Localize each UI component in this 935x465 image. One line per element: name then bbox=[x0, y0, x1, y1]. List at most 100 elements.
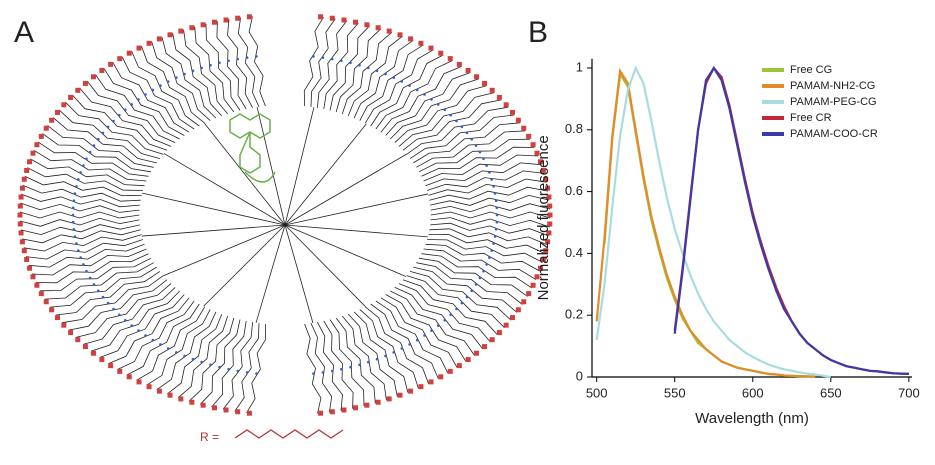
end-group bbox=[24, 257, 30, 263]
branch bbox=[20, 202, 140, 213]
end-group bbox=[99, 67, 105, 73]
end-group bbox=[526, 291, 532, 297]
end-group bbox=[90, 350, 96, 356]
branch bbox=[430, 203, 551, 213]
branch bbox=[430, 194, 550, 206]
branch bbox=[52, 117, 157, 164]
branch bbox=[55, 271, 161, 316]
branch bbox=[375, 60, 453, 130]
branch bbox=[117, 300, 195, 370]
nitrogen bbox=[71, 213, 75, 217]
core-bond bbox=[284, 224, 314, 324]
end-group bbox=[117, 368, 123, 374]
branch bbox=[177, 315, 229, 399]
end-group bbox=[146, 40, 152, 46]
nitrogen bbox=[330, 369, 334, 373]
nitrogen bbox=[106, 301, 110, 305]
end-group bbox=[318, 14, 324, 20]
nitrogen bbox=[493, 192, 497, 195]
nitrogen bbox=[144, 334, 147, 337]
branch bbox=[21, 229, 141, 244]
nitrogen bbox=[408, 84, 411, 87]
end-group bbox=[489, 87, 495, 93]
core-bond bbox=[256, 106, 286, 226]
branch bbox=[398, 92, 495, 147]
end-group bbox=[428, 379, 434, 385]
panel-label: A bbox=[14, 16, 34, 49]
nitrogen bbox=[82, 263, 85, 266]
branch bbox=[156, 311, 217, 391]
nitrogen bbox=[71, 220, 75, 224]
nitrogen bbox=[443, 108, 447, 111]
end-group bbox=[21, 176, 27, 182]
branch bbox=[33, 149, 147, 182]
end-group bbox=[465, 67, 471, 73]
branch bbox=[37, 141, 149, 177]
branch bbox=[421, 253, 533, 289]
nitrogen bbox=[384, 354, 387, 358]
branch bbox=[418, 257, 528, 297]
end-group bbox=[447, 56, 453, 62]
nitrogen bbox=[166, 80, 170, 83]
nitrogen bbox=[151, 88, 155, 92]
nitrogen bbox=[312, 372, 315, 375]
end-group bbox=[68, 330, 74, 336]
branch bbox=[79, 87, 172, 147]
end-group bbox=[55, 315, 61, 321]
dye-structure bbox=[229, 113, 276, 183]
end-group bbox=[82, 344, 88, 350]
branch bbox=[341, 315, 387, 401]
end-group bbox=[341, 17, 347, 23]
branch bbox=[413, 266, 518, 313]
nitrogen bbox=[159, 343, 162, 346]
nitrogen bbox=[495, 220, 499, 224]
y-tick-label: 0.2 bbox=[565, 307, 583, 322]
core-bond bbox=[284, 123, 367, 226]
end-group bbox=[30, 150, 36, 156]
nitrogen bbox=[460, 301, 464, 305]
branch bbox=[365, 306, 429, 384]
end-group bbox=[24, 167, 30, 173]
branch bbox=[28, 243, 145, 268]
nitrogen bbox=[478, 276, 482, 280]
end-group bbox=[167, 392, 173, 398]
nitrogen bbox=[340, 367, 343, 371]
nitrogen bbox=[465, 131, 469, 135]
nitrogen bbox=[400, 80, 404, 83]
end-group bbox=[352, 405, 358, 411]
end-group bbox=[34, 282, 40, 288]
end-group bbox=[75, 87, 81, 93]
branch bbox=[121, 56, 195, 130]
end-group bbox=[235, 15, 241, 21]
branch bbox=[390, 78, 479, 140]
end-group bbox=[438, 374, 444, 380]
branch bbox=[353, 39, 414, 119]
legend-label: Free CG bbox=[790, 64, 832, 76]
branch bbox=[406, 275, 505, 328]
end-group bbox=[38, 291, 44, 297]
branch bbox=[430, 211, 551, 219]
nitrogen bbox=[455, 119, 458, 123]
branch bbox=[205, 23, 241, 111]
end-group bbox=[543, 176, 549, 182]
end-group bbox=[543, 248, 549, 254]
branch bbox=[310, 18, 336, 107]
end-group bbox=[397, 32, 403, 38]
end-group bbox=[515, 117, 521, 123]
dendrimer-structure bbox=[17, 14, 553, 416]
branch bbox=[335, 317, 376, 404]
branch bbox=[385, 294, 467, 362]
branch bbox=[341, 31, 393, 115]
end-group bbox=[108, 363, 114, 369]
branch bbox=[19, 217, 140, 227]
branch bbox=[398, 283, 491, 343]
end-group bbox=[61, 322, 67, 328]
branch bbox=[246, 323, 267, 414]
nitrogen bbox=[321, 371, 325, 374]
end-group bbox=[482, 344, 488, 350]
core-bond bbox=[284, 224, 407, 277]
nitrogen bbox=[209, 363, 212, 367]
x-tick-label: 600 bbox=[742, 385, 764, 400]
end-group bbox=[530, 282, 536, 288]
nitrogen bbox=[321, 56, 325, 59]
